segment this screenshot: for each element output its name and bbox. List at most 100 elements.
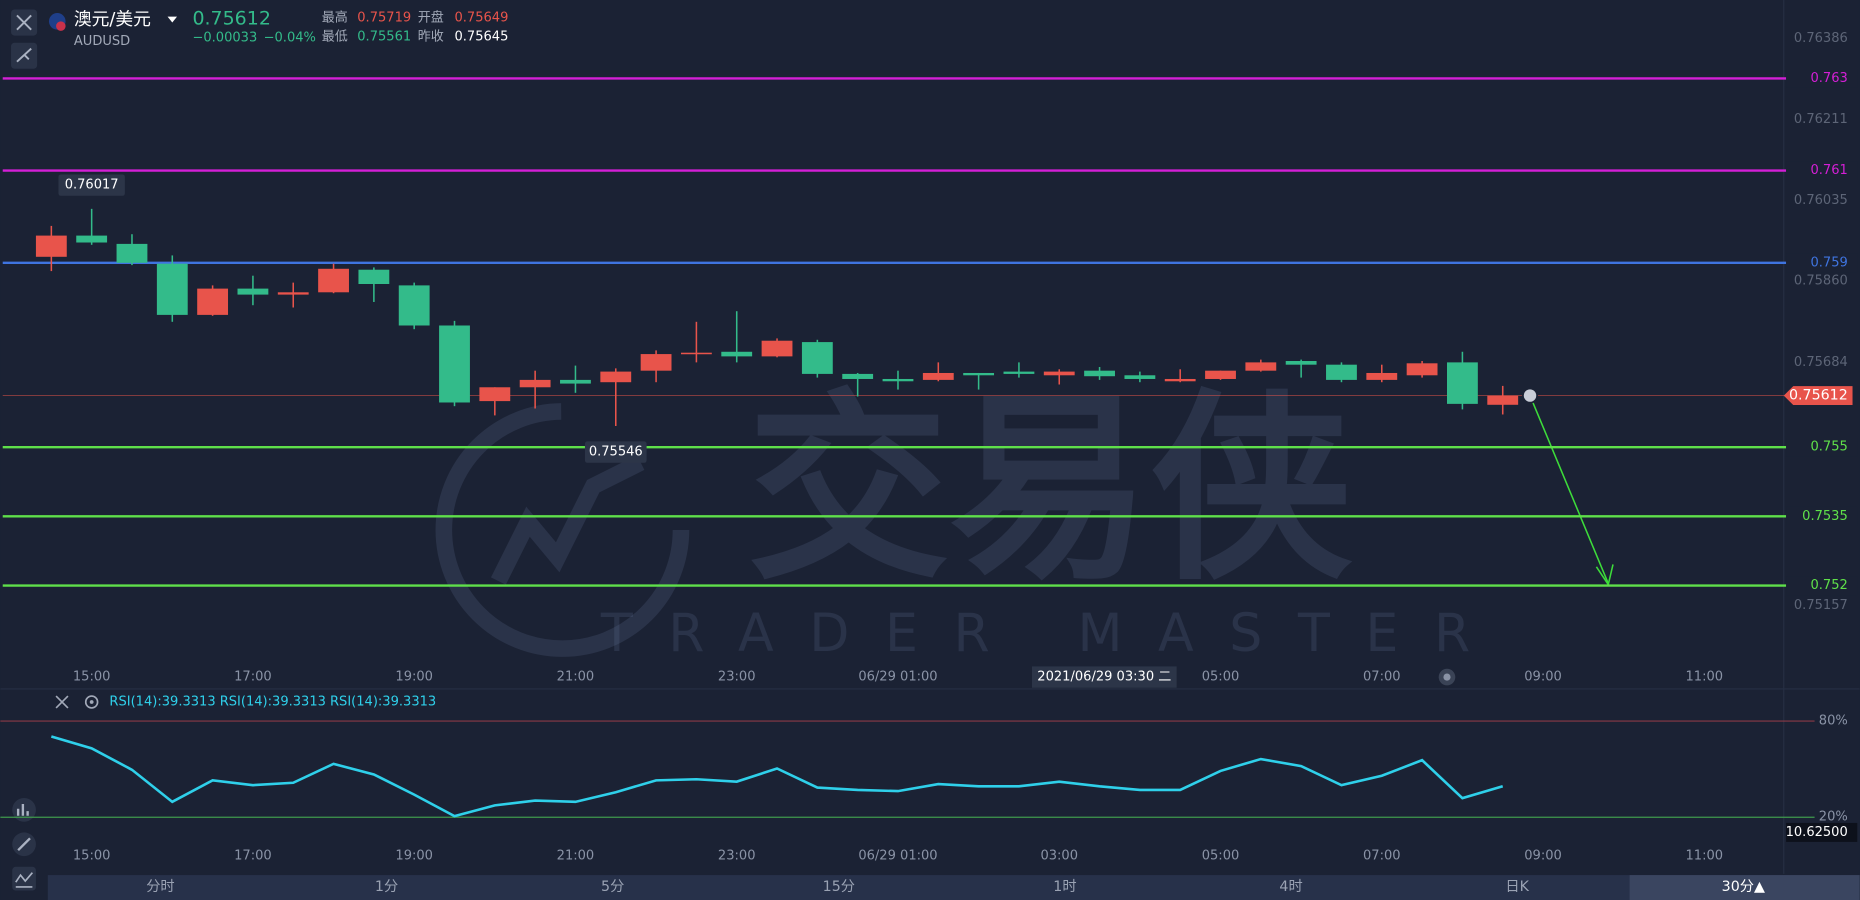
candle-body [1366, 372, 1398, 380]
cursor-value: 10.62500 [1786, 825, 1848, 840]
x-tick-label: 11:00 [1686, 849, 1724, 864]
candle-body [922, 372, 954, 380]
stat-label: 最低 [322, 29, 348, 44]
side-tool-icon[interactable] [15, 872, 34, 888]
x-tick-label: 06/29 01:00 [858, 849, 937, 864]
rsi-legend: RSI(14):39.3313 [330, 694, 436, 709]
level-tag-bg [1786, 576, 1858, 596]
stat-label: 昨收 [418, 29, 444, 44]
x-tick-label: 17:00 [234, 670, 272, 685]
cursor-value-bg [1786, 822, 1858, 842]
timeframe-tab[interactable]: 5分 [601, 878, 624, 895]
x-tick-label: 07:00 [1363, 670, 1401, 685]
high-label: 0.76017 [65, 178, 119, 193]
candle-body [237, 288, 269, 295]
stat-label: 开盘 [418, 9, 444, 25]
candle-body [1124, 375, 1156, 379]
symbol-dropdown[interactable] [167, 16, 178, 23]
side-tools[interactable] [12, 798, 36, 891]
crosshair-time-bg [1031, 666, 1177, 688]
x-tick-label: 05:00 [1202, 670, 1240, 685]
crosshair-time: 2021/06/29 03:30 二 [1037, 670, 1171, 685]
timeframe-tab[interactable]: 分时 [146, 878, 174, 895]
candle-body [842, 373, 874, 379]
price-change: −0.00033 [192, 30, 257, 45]
timeframe-tab[interactable]: 30分▲ [1722, 878, 1765, 895]
y-tick-label: 0.76211 [1794, 112, 1848, 127]
candle-body [761, 340, 793, 357]
candle-body [1487, 395, 1519, 405]
candle-body [1406, 363, 1438, 376]
timeframe-tab[interactable]: 1时 [1053, 878, 1076, 895]
timeframe-tab[interactable]: 日K [1505, 879, 1529, 895]
low-label: 0.75546 [589, 445, 643, 460]
symbol-code: AUDUSD [74, 34, 130, 49]
candle-body [1446, 362, 1478, 404]
side-tool-icon[interactable] [16, 803, 29, 816]
level-tag-bg [1786, 68, 1858, 88]
y-tick-label: 0.76386 [1794, 31, 1848, 46]
timeframe-tab[interactable]: 4时 [1279, 878, 1302, 895]
rsi-legend: RSI(14):39.3313 [109, 694, 215, 709]
tool-button[interactable] [11, 42, 38, 69]
candle-body [640, 354, 672, 371]
x-tick-label: 15:00 [73, 670, 111, 685]
candle-body [963, 372, 995, 376]
stat-value: 0.75649 [455, 10, 509, 25]
stat-value: 0.75561 [357, 29, 411, 44]
x-tick-label: 09:00 [1524, 849, 1562, 864]
x-tick-label: 05:00 [1202, 849, 1240, 864]
rsi-legend: RSI(14):39.3313 [220, 694, 326, 709]
last-candle-dot[interactable] [1521, 387, 1539, 404]
tab-bar [47, 875, 1860, 900]
tab-selected-bg[interactable] [1629, 875, 1860, 900]
rsi-close-icon[interactable] [55, 695, 69, 709]
x-tick-label: 06/29 01:00 [858, 670, 937, 685]
cursor-dot-inner[interactable] [1443, 673, 1451, 681]
level-tag-bg [1786, 161, 1858, 181]
candle-body [1245, 362, 1277, 371]
candle-body [318, 268, 349, 293]
low-label-bg [584, 441, 647, 463]
y-tick-label: 80% [1819, 714, 1848, 729]
y-tick-label: 0.75157 [1794, 598, 1848, 613]
side-tool-icon[interactable] [17, 837, 31, 852]
level-tag-bg [1786, 253, 1858, 273]
level-tag: 0.763 [1810, 71, 1847, 86]
rsi-settings-icon-dot[interactable] [89, 700, 94, 704]
x-tick-label: 23:00 [718, 849, 756, 864]
stat-label: 最高 [322, 9, 348, 25]
candle-body [1084, 370, 1115, 377]
timeframe-tab[interactable]: 15分 [823, 878, 855, 895]
tool-icon[interactable] [16, 47, 32, 63]
close-button[interactable] [11, 9, 38, 36]
candle-body [76, 235, 108, 243]
rsi-line [50, 735, 1504, 818]
candle-body [197, 288, 229, 315]
x-tick-label: 17:00 [234, 849, 272, 864]
candle-body [1326, 364, 1357, 380]
last-price: 0.75612 [192, 7, 270, 29]
y-tick-label: 0.76035 [1794, 193, 1848, 208]
close-icon[interactable] [16, 14, 32, 31]
timeframe-tab[interactable]: 1分 [375, 878, 398, 895]
symbol[interactable]: 澳元/美元 [74, 9, 151, 30]
last-price-tag: 0.75612 [1789, 388, 1848, 404]
level-tag-bg [1786, 437, 1858, 457]
candle-body [156, 263, 188, 315]
level-tag: 0.761 [1810, 163, 1847, 178]
candle-body [519, 379, 551, 388]
level-tag: 0.7535 [1802, 509, 1848, 524]
x-tick-label: 19:00 [395, 670, 433, 685]
stat-value: 0.75719 [357, 10, 411, 25]
candle-body [680, 352, 712, 355]
candle-body [560, 379, 591, 384]
x-tick-label: 09:00 [1524, 670, 1562, 685]
level-tag-bg [1786, 506, 1858, 526]
arrow-line [1530, 398, 1609, 584]
last-price-tag-bg [1783, 386, 1853, 406]
candle-body [1003, 371, 1035, 374]
candle-body [801, 342, 833, 374]
rsi-settings-icon[interactable] [84, 695, 99, 709]
